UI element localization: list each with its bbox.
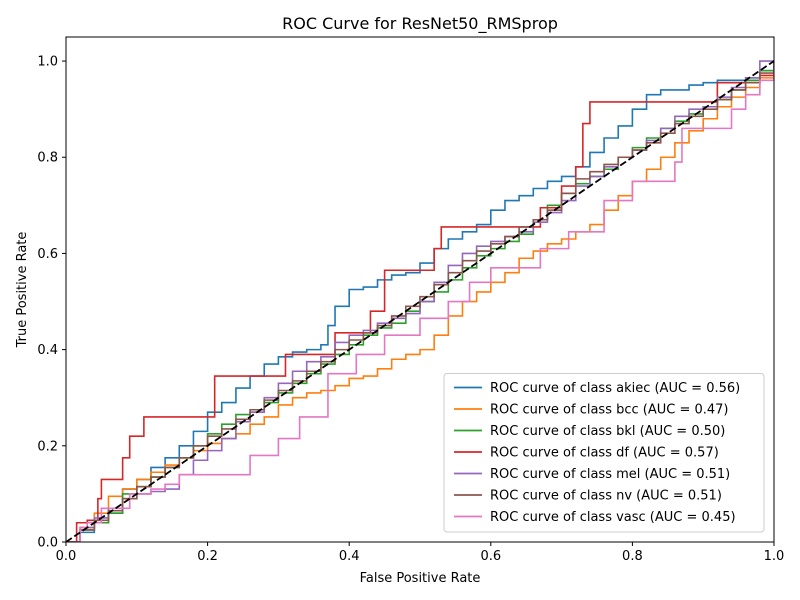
y-tick-label: 0.2 [37, 439, 58, 454]
legend-box [443, 373, 765, 533]
x-tick-label: 0.4 [339, 549, 360, 564]
y-tick-label: 0.8 [37, 151, 58, 166]
y-tick-label: 0.0 [37, 536, 58, 551]
roc-series-3 [66, 61, 774, 542]
x-axis-title: False Positive Rate [360, 571, 481, 586]
chart-title: ROC Curve for ResNet50_RMSprop [282, 14, 558, 34]
y-tick-label: 0.6 [37, 247, 58, 262]
roc-series-0 [66, 61, 774, 542]
series-layer [66, 60, 774, 542]
y-tick-label: 1.0 [37, 55, 58, 70]
y-axis: 0.0 0.2 0.4 0.6 0.8 1.0 [37, 55, 66, 551]
legend: ROC curve of class akiec (AUC = 0.56) ROC… [443, 373, 765, 533]
legend-label: ROC curve of class nv (AUC = 0.51) [490, 489, 722, 504]
diagonal-reference-line [66, 60, 774, 542]
legend-label: ROC curve of class bkl (AUC = 0.50) [490, 424, 725, 439]
x-tick-label: 0.0 [56, 549, 77, 564]
x-axis: 0.0 0.2 0.4 0.6 0.8 1.0 [56, 542, 785, 564]
plot-area [65, 36, 775, 543]
y-axis-title: True Positive Rate [15, 232, 30, 349]
legend-label: ROC curve of class bcc (AUC = 0.47) [490, 403, 729, 418]
x-tick-label: 0.6 [480, 549, 501, 564]
legend-label: ROC curve of class df (AUC = 0.57) [490, 446, 719, 461]
x-tick-label: 0.2 [197, 549, 218, 564]
legend-label: ROC curve of class akiec (AUC = 0.56) [490, 381, 740, 396]
axes-frame [65, 36, 775, 543]
legend-label: ROC curve of class mel (AUC = 0.51) [490, 467, 730, 482]
x-tick-label: 0.8 [622, 549, 643, 564]
y-tick-label: 0.4 [37, 343, 58, 358]
legend-label: ROC curve of class vasc (AUC = 0.45) [490, 510, 736, 525]
roc-series-5 [66, 61, 774, 542]
x-tick-label: 1.0 [764, 549, 785, 564]
